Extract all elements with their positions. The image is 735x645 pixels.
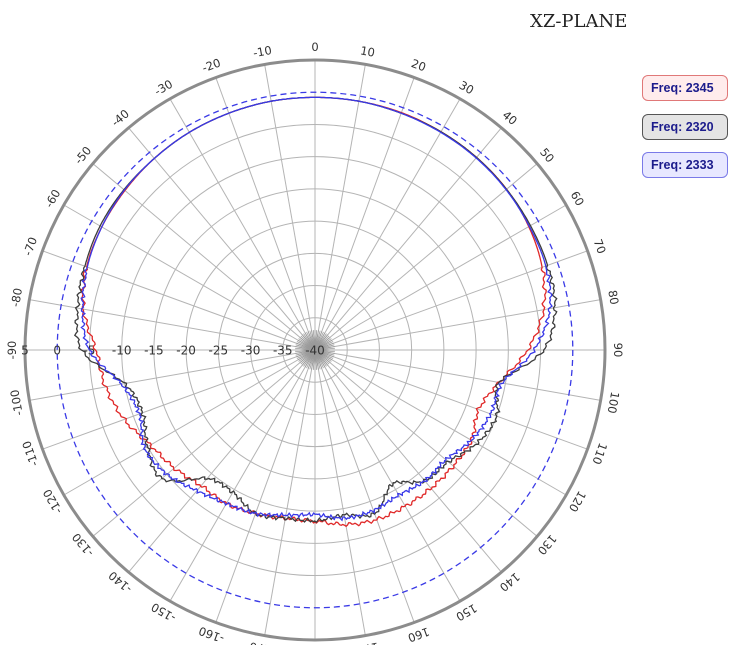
legend-label: Freq: 2333 [651, 158, 714, 172]
outer-ring [23, 58, 607, 642]
angle-tick-label: 60 [568, 189, 587, 209]
angle-tick-label: 70 [591, 237, 609, 256]
angle-tick-label: -50 [71, 144, 94, 167]
legend-freq-2333: Freq: 2333 [642, 152, 728, 178]
angle-tick-label: -70 [20, 235, 40, 257]
angle-tick-label: 160 [406, 624, 431, 645]
radial-tick-label: 0 [53, 344, 61, 358]
grid-spoke [128, 349, 316, 573]
grid-spoke [314, 98, 461, 351]
outer-ring-circle [23, 58, 607, 642]
radial-tick-label: 5 [21, 344, 29, 358]
grid-spoke [314, 349, 502, 573]
angle-tick-label: 110 [589, 441, 610, 466]
angle-tick-label: 170 [356, 640, 380, 645]
angle-tick-label: -90 [5, 341, 19, 360]
center-ray [312, 330, 316, 351]
grid-spoke [169, 98, 316, 351]
angle-tick-label: 40 [500, 108, 520, 128]
angle-tick-label: -20 [200, 55, 222, 75]
angle-tick-label: 50 [537, 145, 557, 165]
angle-tick-label: -110 [19, 439, 41, 468]
grid-spoke [314, 77, 415, 351]
angle-tick-label: 90 [611, 343, 625, 358]
angle-tick-label: -30 [152, 77, 175, 99]
grid-spoke [63, 204, 316, 351]
grid-spoke [314, 127, 502, 351]
grid-spoke [264, 349, 316, 636]
radial-tick-label: -25 [209, 344, 229, 358]
radial-tick-label: -15 [144, 344, 164, 358]
grid-spoke [63, 349, 316, 496]
grid-spoke [314, 204, 567, 351]
grid-spoke [314, 349, 567, 496]
legend-freq-2345: Freq: 2345 [642, 75, 728, 101]
angle-tick-label: -160 [197, 624, 226, 645]
radial-tick-label: -35 [273, 344, 293, 358]
chart-title: XZ-PLANE [530, 11, 627, 32]
grid-spoke [314, 349, 538, 537]
grid-spoke [314, 349, 366, 636]
angle-tick-label: -10 [252, 43, 273, 60]
angle-tick-label: -100 [7, 389, 25, 417]
grid-spoke [314, 163, 538, 351]
grid-spoke [128, 127, 316, 351]
angle-tick-label: 30 [457, 78, 477, 97]
grid-spoke [215, 77, 316, 351]
angle-tick-label: -80 [8, 287, 25, 308]
grid-spoke [314, 64, 366, 351]
angle-tick-label: 80 [605, 289, 621, 306]
legend-freq-2320: Freq: 2320 [642, 114, 728, 140]
grid-spoke [29, 299, 316, 351]
series-trace-2333 [80, 96, 553, 522]
grid-spoke [314, 349, 415, 623]
angle-tick-label: 100 [605, 391, 623, 415]
series-traces [73, 96, 558, 528]
angle-tick-label: -40 [109, 106, 132, 129]
grid-spoke [169, 349, 316, 602]
radial-tick-label: -20 [176, 344, 196, 358]
radial-tick-label: -30 [241, 344, 261, 358]
grid-spoke [42, 250, 316, 351]
angle-tick-label: 20 [409, 56, 428, 74]
grid-spoke [92, 163, 316, 351]
radial-tick-label: -40 [305, 344, 325, 358]
angle-tick-label: -170 [248, 639, 276, 645]
grid-spoke [314, 349, 601, 401]
grid-spoke [29, 349, 316, 401]
grid-spoke [92, 349, 316, 537]
grid-spoke [314, 349, 461, 602]
grid-spoke [264, 64, 316, 351]
legend-label: Freq: 2345 [651, 81, 714, 95]
series-trace-2320 [73, 96, 558, 524]
angle-tick-label: 0 [311, 40, 318, 54]
grid-spoke [42, 349, 316, 450]
grid-spoke [314, 349, 588, 450]
reference-circle-0db [56, 91, 574, 609]
radial-tick-label: -10 [112, 344, 132, 358]
grid-spoke [215, 349, 316, 623]
angle-tick-label: 10 [359, 43, 376, 59]
angle-tick-label: -60 [42, 187, 64, 210]
legend-label: Freq: 2320 [651, 120, 714, 134]
